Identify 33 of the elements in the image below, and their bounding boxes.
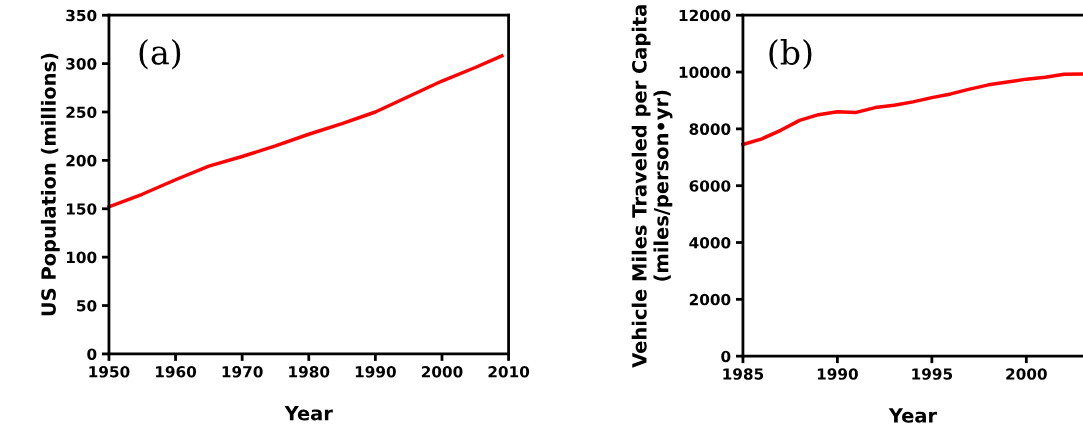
y-tick-label: 250 <box>66 106 97 119</box>
y-tick-label: 10000 <box>679 66 731 79</box>
y-tick-label: 0 <box>87 348 97 360</box>
y-tick-label: 300 <box>66 58 97 70</box>
y-tick-label: 12000 <box>679 9 731 22</box>
x-tick-label: 1980 <box>289 366 330 378</box>
y-tick-label: 150 <box>66 203 97 215</box>
y-tick-label: 200 <box>66 154 97 167</box>
y-tick-label: 350 <box>66 9 97 22</box>
x-tick-label: 1950 <box>89 366 130 378</box>
x-axis-title: Year <box>888 408 938 423</box>
x-tick-label: 1985 <box>723 368 764 380</box>
x-tick-label: 1990 <box>817 368 858 380</box>
y-tick-label: 0 <box>721 350 731 363</box>
y-tick-label: 8000 <box>689 123 731 135</box>
x-tick-label: 2000 <box>1006 368 1047 380</box>
y-tick-label: 50 <box>77 300 97 312</box>
y-tick-label: 6000 <box>689 180 731 192</box>
x-tick-label: 1970 <box>222 366 263 378</box>
y-tick-label: 2000 <box>689 293 731 306</box>
x-axis-title: Year <box>284 406 333 421</box>
y-tick-label: 4000 <box>689 236 731 249</box>
x-tick-label: 2000 <box>421 366 463 378</box>
annotation: (b) <box>769 39 812 70</box>
y-axis-title: US Population (millions) <box>40 53 60 316</box>
annotation: (a) <box>139 38 181 70</box>
y-axis-title: Vehicle Miles Traveled per Capita (miles/person•yr) <box>631 5 673 368</box>
y-tick-label: 100 <box>66 251 97 264</box>
line-series <box>741 72 1083 147</box>
x-tick-label: 2010 <box>488 366 530 378</box>
x-tick-label: 1995 <box>912 368 953 380</box>
x-tick-label: 1960 <box>156 366 197 378</box>
x-tick-label: 1990 <box>355 366 396 378</box>
